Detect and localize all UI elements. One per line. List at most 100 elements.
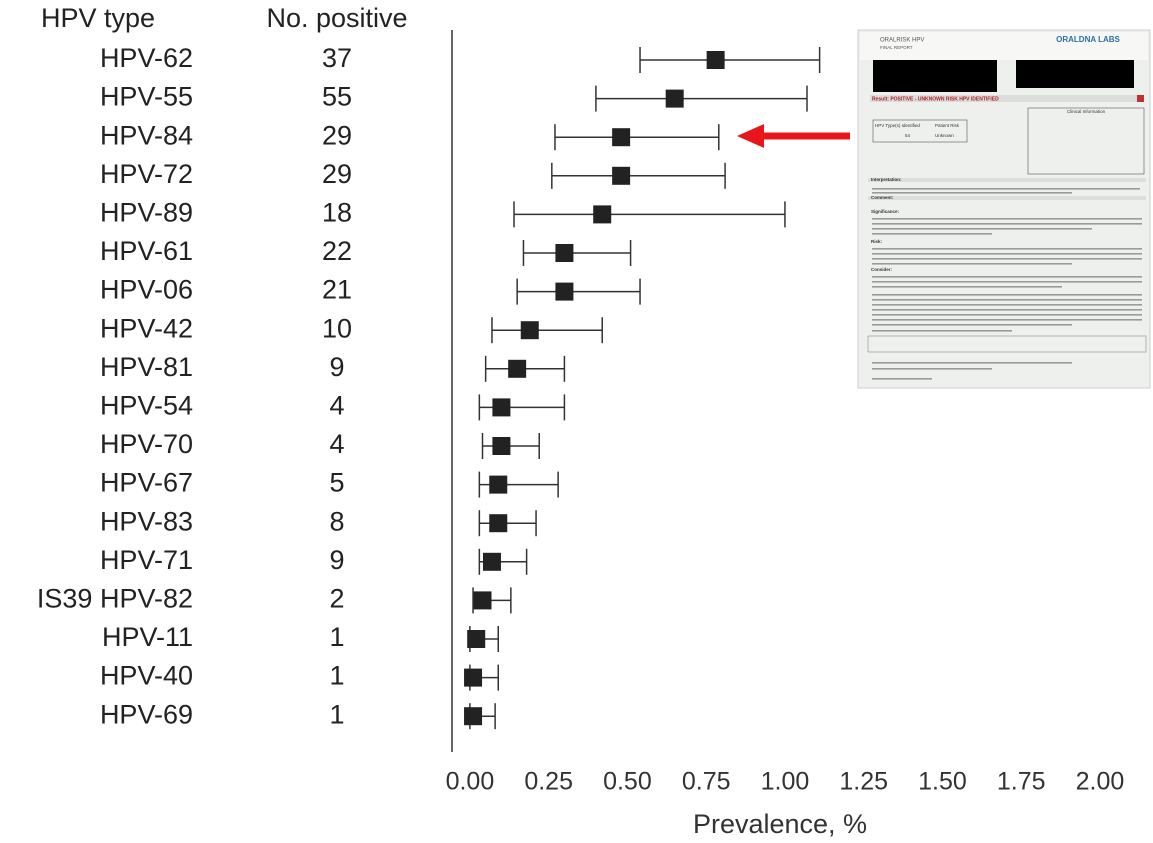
report-line	[872, 218, 1142, 220]
count-label: 22	[322, 236, 352, 266]
point-estimate	[555, 244, 573, 262]
x-tick-label: 0.25	[524, 768, 573, 796]
count-label: 18	[322, 198, 352, 228]
count-label: 1	[329, 699, 344, 729]
report-text: Unknown	[935, 133, 954, 138]
count-label: 5	[329, 468, 344, 498]
x-tick-label: 1.50	[918, 768, 967, 796]
point-estimate	[666, 90, 684, 108]
report-text: Significance:	[871, 209, 900, 214]
arrow	[737, 124, 850, 148]
report-line	[872, 188, 1140, 190]
row-label: HPV-83	[100, 506, 193, 536]
count-label: 55	[322, 82, 352, 112]
report-text: Result: POSITIVE - UNKNOWN RISK HPV IDEN…	[872, 96, 999, 102]
report-text: HPV Type(s) Identified	[875, 123, 920, 128]
report-text: 54	[905, 133, 911, 138]
point-estimate	[508, 360, 526, 378]
row-label: HPV-70	[100, 429, 193, 459]
report-text: ORALDNA LABS	[1056, 35, 1120, 44]
point-estimate	[489, 514, 507, 532]
x-tick-label: 1.25	[839, 768, 888, 796]
x-tick-label: 1.75	[997, 768, 1046, 796]
row-label: HPV-55	[100, 82, 193, 112]
row-label: HPV-69	[100, 699, 193, 729]
point-estimate	[464, 669, 482, 687]
report-line	[872, 304, 1142, 306]
x-axis-label: Prevalence, %	[693, 809, 867, 839]
row-label: HPV-89	[100, 198, 193, 228]
count-label: 10	[322, 313, 352, 343]
row-label: HPV-42	[100, 313, 193, 343]
count-label: 4	[329, 429, 344, 459]
report-line	[872, 281, 1142, 283]
row-label: HPV-71	[100, 545, 193, 575]
row-label: HPV-81	[100, 352, 193, 382]
report-line	[872, 362, 1072, 364]
point-estimate	[467, 630, 485, 648]
point-estimate	[492, 398, 510, 416]
count-label: 1	[329, 661, 344, 691]
count-label: 8	[329, 506, 344, 536]
x-tick-label: 1.00	[761, 768, 810, 796]
row-label: HPV-54	[100, 391, 193, 421]
row-label: HPV-84	[100, 120, 193, 150]
report-text: ORALRISK HPV	[880, 38, 924, 44]
point-estimate	[492, 437, 510, 455]
count-label: 21	[322, 275, 352, 305]
report-line	[872, 319, 1142, 321]
point-estimate	[464, 707, 482, 725]
report-line	[872, 324, 1072, 326]
point-estimate	[483, 553, 501, 571]
chart: HPV type No. positive Prevalence, % ORAL…	[0, 0, 1153, 843]
report-line	[872, 294, 1142, 296]
report-line	[872, 299, 1142, 301]
point-estimate	[593, 205, 611, 223]
x-tick-label: 0.75	[682, 768, 731, 796]
column-header: No. positive	[266, 3, 407, 33]
report-line	[872, 228, 1092, 230]
point-estimate	[707, 51, 725, 69]
report-line	[872, 314, 1142, 316]
report-line	[872, 233, 992, 235]
report-line	[872, 223, 1142, 225]
row-label: HPV-06	[100, 275, 193, 305]
count-label: 9	[329, 545, 344, 575]
row-label: HPV-67	[100, 468, 193, 498]
count-label: 2	[329, 584, 344, 614]
row-label: HPV-11	[102, 622, 193, 652]
x-tick-label: 2.00	[1076, 768, 1125, 796]
count-label: 29	[322, 120, 352, 150]
point-estimate	[612, 128, 630, 146]
report-text: Comment:	[871, 195, 894, 200]
report-text: Patient Risk	[935, 123, 960, 128]
point-estimate	[521, 321, 539, 339]
report-line	[872, 192, 1072, 194]
count-label: 4	[329, 391, 344, 421]
report-line	[872, 309, 1142, 311]
report-line	[872, 263, 1072, 265]
point-estimate	[555, 283, 573, 301]
report-line	[872, 378, 932, 380]
report-text: FINAL REPORT	[880, 45, 913, 50]
report-line	[872, 286, 1062, 288]
count-label: 37	[322, 43, 352, 73]
row-label: HPV-40	[100, 661, 193, 691]
report-line	[872, 258, 1142, 260]
count-label: 29	[322, 159, 352, 189]
report-text: Clinical Information	[1067, 109, 1106, 114]
row-label: HPV-62	[100, 43, 193, 73]
report-text: Interpretation:	[871, 177, 902, 182]
row-label: IS39 HPV-82	[37, 584, 193, 614]
report-line	[872, 276, 1142, 278]
page: {"chart_data": {"type": "forest", "colum…	[0, 0, 1153, 843]
x-tick-label: 0.50	[603, 768, 652, 796]
row-label: HPV-72	[100, 159, 193, 189]
report-line	[872, 248, 1142, 250]
report-text: Risk:	[871, 239, 883, 244]
row-label: HPV-61	[100, 236, 193, 266]
report-line	[872, 330, 1012, 332]
column-header: HPV type	[41, 3, 155, 33]
report-line	[872, 253, 1142, 255]
